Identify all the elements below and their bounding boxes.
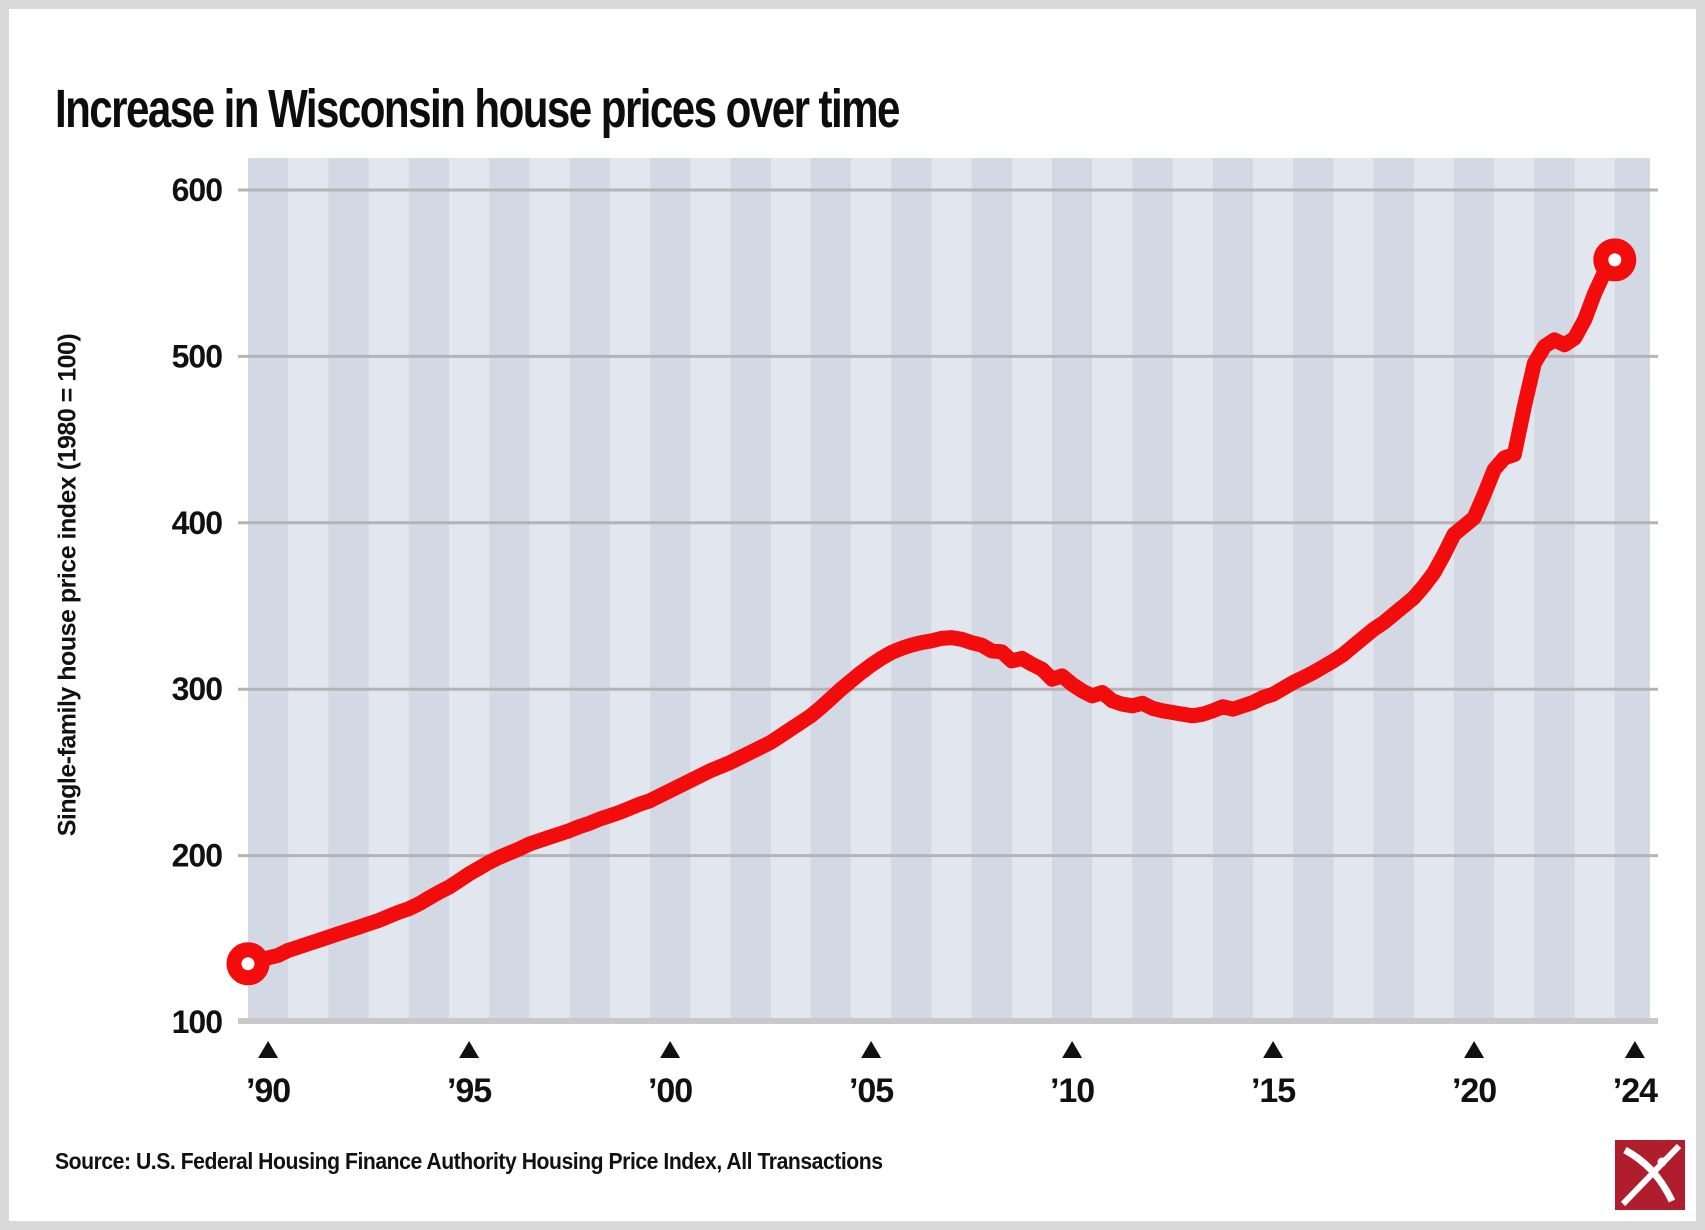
year-stripe xyxy=(851,158,892,1021)
year-stripe xyxy=(1092,158,1133,1021)
y-tick-label: 400 xyxy=(172,505,223,541)
year-stripe xyxy=(368,158,410,1021)
y-tick-label: 200 xyxy=(172,838,223,874)
x-tick-label: ’24 xyxy=(1613,1072,1658,1110)
year-stripe xyxy=(891,158,932,1021)
year-stripe xyxy=(1534,158,1576,1021)
x-tick-triangle xyxy=(1062,1041,1083,1058)
x-tick-label: ’10 xyxy=(1050,1072,1094,1110)
y-tick-label: 600 xyxy=(172,172,223,208)
year-stripe xyxy=(1172,158,1214,1021)
year-stripe xyxy=(609,158,651,1021)
year-stripe xyxy=(328,158,370,1021)
year-stripe xyxy=(650,158,691,1021)
year-stripe xyxy=(1373,158,1415,1021)
year-stripe xyxy=(810,158,852,1021)
pickaxe-logo xyxy=(1615,1140,1685,1210)
year-stripe xyxy=(489,158,530,1021)
year-stripe xyxy=(730,158,772,1021)
x-tick-label: ’95 xyxy=(447,1072,491,1110)
y-tick-label: 300 xyxy=(172,671,223,707)
year-stripe xyxy=(1494,158,1535,1021)
year-stripe xyxy=(1132,158,1174,1021)
x-tick-label: ’00 xyxy=(648,1072,692,1110)
year-stripe xyxy=(690,158,731,1021)
y-tick-label: 100 xyxy=(172,1004,223,1040)
x-tick-triangle xyxy=(660,1041,681,1058)
pick-handle xyxy=(1620,1143,1682,1207)
year-stripe xyxy=(248,158,289,1021)
x-tick-label: ’20 xyxy=(1452,1072,1496,1110)
end-marker xyxy=(1593,238,1637,282)
year-stripe xyxy=(569,158,611,1021)
year-stripe xyxy=(529,158,571,1021)
year-stripe xyxy=(408,158,450,1021)
year-stripe xyxy=(1052,158,1093,1021)
x-tick-triangle xyxy=(1624,1041,1645,1058)
year-stripe xyxy=(1333,158,1375,1021)
year-stripe xyxy=(770,158,812,1021)
x-tick-triangle xyxy=(459,1041,480,1058)
price-line xyxy=(240,252,1623,972)
year-stripe xyxy=(1293,158,1334,1021)
pick-knob xyxy=(1657,1157,1667,1167)
year-stripe xyxy=(288,158,329,1021)
year-stripe xyxy=(1614,158,1650,1021)
year-stripe xyxy=(1253,158,1294,1021)
x-tick-label: ’90 xyxy=(246,1072,290,1110)
x-tick-triangle xyxy=(861,1041,882,1058)
year-stripe xyxy=(931,158,973,1021)
start-marker xyxy=(226,942,270,986)
y-tick-label: 500 xyxy=(172,338,223,374)
x-tick-triangle xyxy=(1263,1041,1284,1058)
x-tick-triangle xyxy=(258,1041,279,1058)
source-caption: Source: U.S. Federal Housing Finance Aut… xyxy=(55,1148,883,1174)
year-stripe xyxy=(971,158,1013,1021)
x-tick-label: ’05 xyxy=(849,1072,893,1110)
year-stripe xyxy=(1212,158,1254,1021)
page-title: Increase in Wisconsin house prices over … xyxy=(55,79,900,140)
x-tick-triangle xyxy=(1464,1041,1485,1058)
year-stripe xyxy=(1011,158,1053,1021)
y-axis-title: Single-family house price index (1980 = … xyxy=(53,333,82,837)
year-stripe xyxy=(1454,158,1495,1021)
x-tick-label: ’15 xyxy=(1251,1072,1295,1110)
